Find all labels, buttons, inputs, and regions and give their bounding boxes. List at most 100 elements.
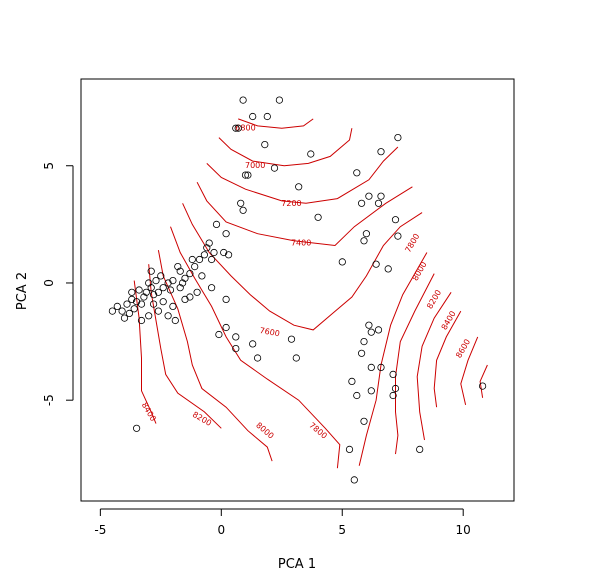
data-point-110 — [169, 302, 177, 310]
data-point-27 — [360, 237, 368, 245]
data-point-47 — [154, 288, 162, 296]
data-point-8 — [270, 164, 279, 172]
data-point-78 — [287, 335, 296, 343]
data-point-57 — [130, 305, 138, 313]
data-point-22 — [212, 220, 221, 228]
plot-frame — [80, 78, 515, 502]
contour-line-3 — [196, 181, 413, 247]
data-point-88 — [353, 391, 361, 400]
data-point-43 — [169, 276, 177, 285]
data-point-48 — [152, 276, 160, 285]
data-point-84 — [357, 349, 366, 357]
data-point-80 — [365, 321, 373, 329]
data-point-40 — [181, 274, 189, 282]
data-point-46 — [157, 272, 165, 280]
x-tick-label-3: 10 — [456, 523, 471, 537]
data-point-20 — [237, 199, 245, 207]
data-point-75 — [232, 344, 240, 353]
contour-line-11 — [133, 280, 157, 424]
data-point-63 — [113, 302, 121, 310]
data-point-103 — [159, 298, 167, 306]
data-point-10 — [377, 148, 385, 156]
contour-line-9 — [148, 264, 222, 429]
x-axis-label: PCA 1 — [278, 557, 316, 572]
data-point-59 — [125, 309, 133, 317]
data-point-61 — [120, 314, 129, 322]
data-point-81 — [367, 328, 375, 336]
data-point-70 — [208, 284, 216, 292]
data-point-24 — [391, 216, 400, 224]
data-point-2 — [249, 112, 257, 121]
data-point-99 — [181, 295, 189, 303]
contour-line-12 — [433, 310, 462, 408]
data-point-13 — [295, 183, 303, 191]
data-point-54 — [137, 300, 146, 308]
data-point-97 — [350, 476, 358, 484]
data-point-108 — [147, 267, 155, 275]
data-point-65 — [154, 307, 162, 315]
data-point-58 — [128, 295, 136, 303]
data-point-38 — [191, 262, 199, 271]
data-point-15 — [353, 169, 361, 177]
contour-lines — [133, 118, 488, 469]
data-point-60 — [123, 300, 131, 308]
contour-label-0: 6800 — [235, 124, 255, 133]
contour-labels: 6800700072007400760078008000820084008600… — [140, 124, 472, 441]
data-point-101 — [150, 300, 158, 308]
data-point-9 — [394, 134, 402, 142]
data-point-39 — [186, 269, 194, 278]
data-point-106 — [208, 255, 216, 264]
contour-line-10 — [416, 292, 452, 441]
contour-line-13 — [460, 336, 479, 406]
data-point-79 — [292, 354, 300, 362]
data-point-98 — [416, 445, 424, 453]
data-point-93 — [360, 417, 368, 425]
data-point-105 — [198, 272, 206, 280]
data-point-83 — [360, 337, 368, 346]
data-point-0 — [239, 96, 247, 104]
data-point-55 — [135, 286, 143, 294]
y-axis: -5 0 5 — [42, 162, 74, 406]
data-point-82 — [374, 326, 383, 334]
data-point-28 — [338, 258, 346, 266]
y-tick-label-2: 5 — [42, 162, 56, 170]
data-point-18 — [365, 192, 373, 200]
contour-label-13: 7800 — [307, 421, 328, 441]
x-axis: -5 0 5 10 — [94, 508, 471, 537]
data-point-104 — [179, 279, 187, 287]
y-tick-label-0: -5 — [42, 394, 56, 406]
contour-label-2: 7200 — [281, 199, 301, 208]
data-point-35 — [203, 244, 211, 252]
data-point-34 — [205, 239, 213, 247]
data-point-71 — [222, 295, 230, 303]
contour-label-1: 7000 — [245, 161, 265, 170]
data-point-37 — [195, 255, 204, 264]
contour-label-7: 8200 — [425, 288, 443, 310]
x-tick-label-1: 0 — [217, 523, 225, 537]
data-point-90 — [389, 370, 397, 378]
contour-line-2 — [206, 146, 399, 204]
data-point-100 — [166, 286, 175, 294]
data-point-32 — [220, 248, 228, 257]
data-point-72 — [222, 323, 230, 332]
data-point-67 — [171, 316, 179, 325]
contour-label-10: 8400 — [140, 401, 158, 423]
data-point-26 — [362, 230, 370, 238]
data-point-29 — [372, 260, 380, 268]
data-points — [108, 96, 487, 484]
contour-label-4: 7600 — [259, 326, 281, 338]
data-point-92 — [389, 391, 397, 400]
data-point-49 — [150, 291, 158, 299]
data-point-102 — [137, 316, 146, 325]
data-point-45 — [159, 284, 167, 292]
data-point-33 — [225, 251, 233, 259]
data-point-42 — [174, 262, 182, 271]
data-point-31 — [210, 248, 218, 257]
data-point-74 — [232, 333, 240, 341]
data-point-1 — [275, 96, 283, 104]
contour-label-5: 7800 — [403, 232, 421, 254]
y-tick-label-1: 0 — [42, 279, 56, 287]
data-point-5 — [234, 124, 242, 132]
x-tick-label-2: 5 — [338, 523, 346, 537]
